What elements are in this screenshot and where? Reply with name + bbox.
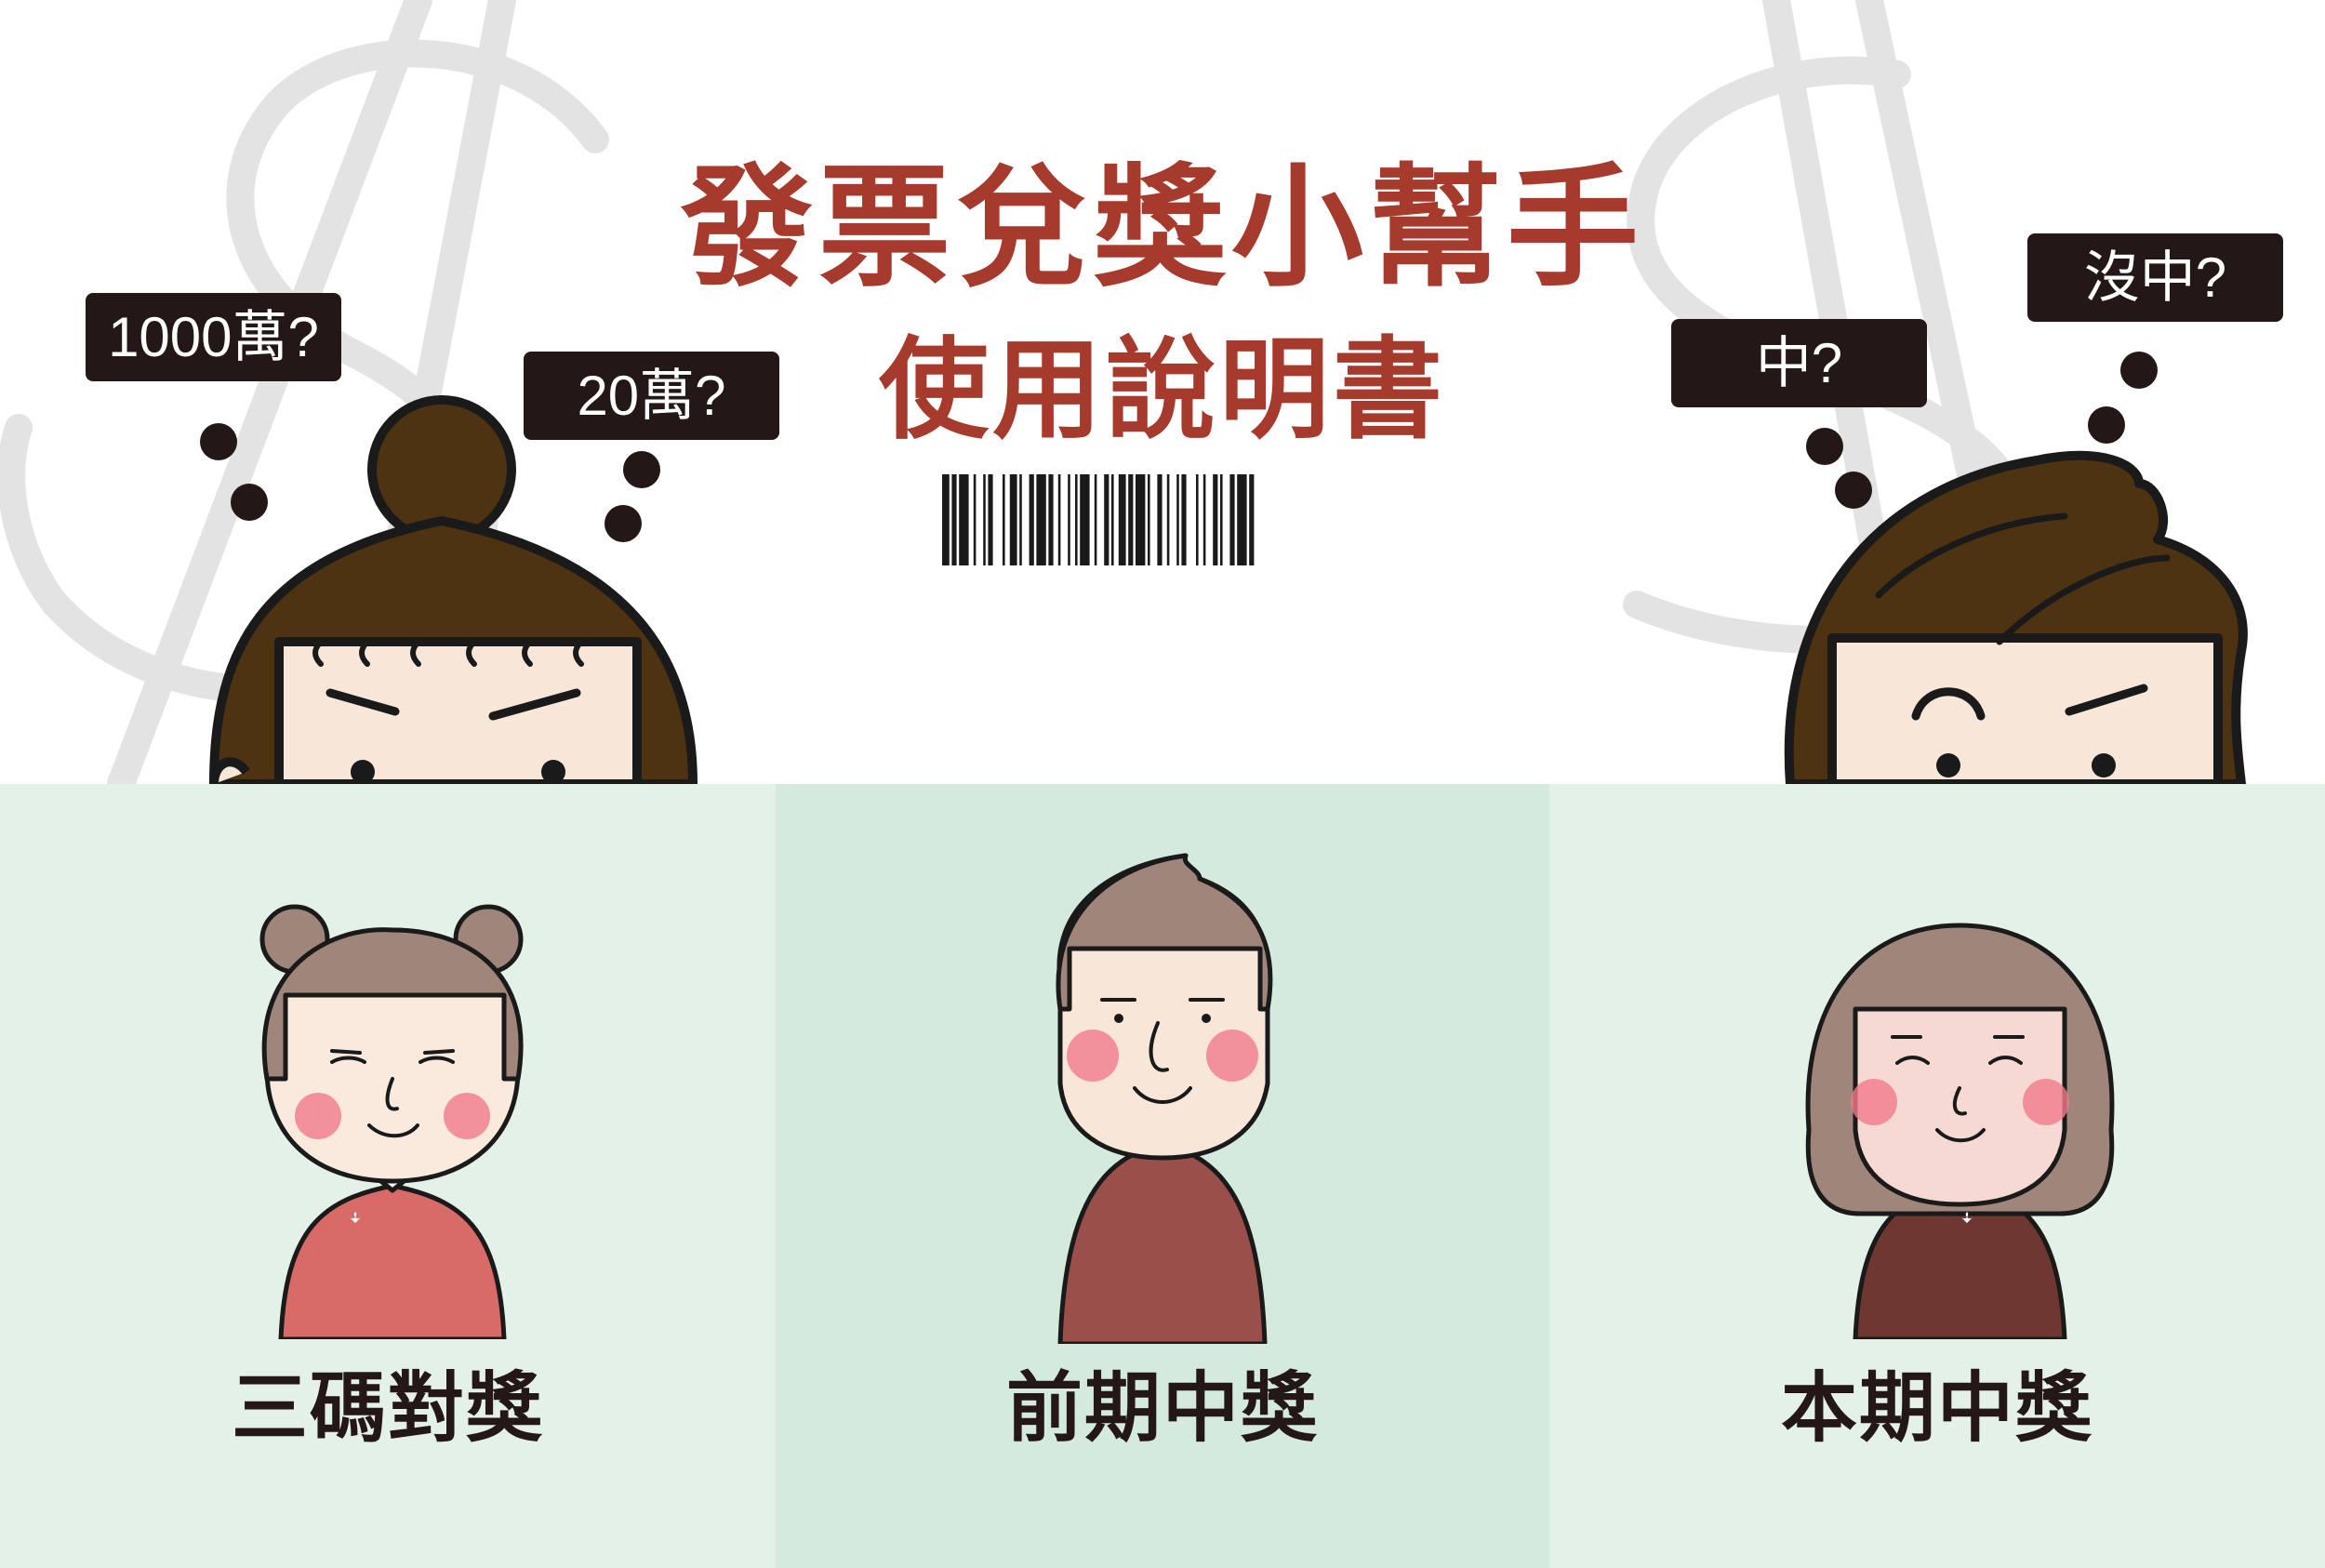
hero-characters (200, 352, 2248, 784)
barcode-icon (942, 474, 1255, 565)
option-label-previous-period: 前期中獎 (1005, 1364, 1319, 1453)
page-title: 發票兌獎小幫手 (681, 152, 1644, 305)
bubble-zhong: 中? (1671, 319, 1927, 407)
bubble-label: 20萬? (577, 365, 726, 427)
boy-avatar-icon (1056, 853, 1273, 1344)
bubble-label: 1000萬? (108, 306, 319, 368)
option-label-current-period: 本期中獎 (1780, 1364, 2093, 1453)
option-label-three-digit: 三碼對獎 (231, 1364, 544, 1453)
girl-bun-avatar-icon (259, 904, 524, 1339)
thought-dots-left-icon (200, 423, 660, 542)
bubble-label: 沒中? (2083, 246, 2227, 309)
bubble-20-wan: 20萬? (524, 352, 779, 440)
bubble-mei-zhong: 沒中? (2027, 233, 2283, 322)
woman-bob-avatar-icon (1805, 923, 2115, 1339)
boy-character-icon (1784, 450, 2248, 784)
girl-bun-character-icon (209, 395, 698, 784)
bubble-label: 中? (1755, 332, 1843, 394)
thought-dots-right-icon (1806, 352, 2158, 509)
bubble-1000-wan: 1000萬? (86, 293, 341, 381)
page-subtitle: 使用說明書 (878, 326, 1446, 454)
